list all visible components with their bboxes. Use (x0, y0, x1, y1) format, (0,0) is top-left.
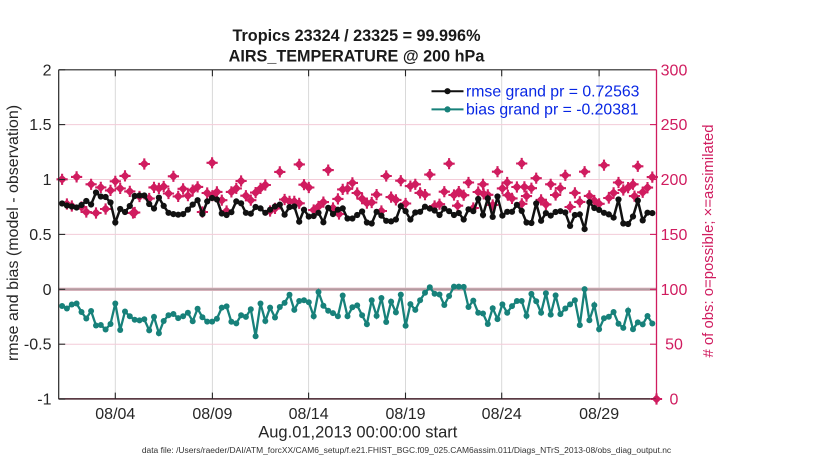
svg-text:-0.5: -0.5 (24, 337, 52, 354)
svg-text:200: 200 (661, 172, 688, 189)
svg-text:0: 0 (43, 282, 52, 299)
svg-text:1.5: 1.5 (29, 117, 51, 134)
svg-text:AIRS_TEMPERATURE @ 200 hPa: AIRS_TEMPERATURE @ 200 hPa (229, 48, 486, 66)
svg-text:-1: -1 (37, 392, 51, 409)
svg-text:rmse and bias (model - observa: rmse and bias (model - observation) (5, 105, 22, 361)
svg-text:08/24: 08/24 (482, 406, 522, 423)
svg-text:bias grand pr = -0.20381: bias grand pr = -0.20381 (466, 102, 639, 119)
svg-text:300: 300 (661, 62, 688, 79)
svg-text:250: 250 (661, 117, 688, 134)
svg-text:data file: /Users/raeder/DAI/A: data file: /Users/raeder/DAI/ATM_forcXX/… (142, 445, 671, 455)
svg-text:08/14: 08/14 (289, 406, 329, 423)
svg-text:1: 1 (43, 172, 52, 189)
svg-text:2: 2 (43, 62, 52, 79)
svg-text:100: 100 (661, 282, 688, 299)
svg-text:0: 0 (670, 392, 679, 409)
svg-text:08/09: 08/09 (192, 406, 232, 423)
svg-text:150: 150 (661, 227, 688, 244)
svg-text:08/19: 08/19 (385, 406, 425, 423)
svg-text:08/04: 08/04 (95, 406, 135, 423)
svg-text:rmse grand pr = 0.72563: rmse grand pr = 0.72563 (466, 83, 640, 100)
svg-text:50: 50 (665, 337, 683, 354)
svg-text:08/29: 08/29 (579, 406, 619, 423)
svg-text:0.5: 0.5 (29, 227, 51, 244)
svg-text:Tropics 23324 / 23325 = 99.996: Tropics 23324 / 23325 = 99.996% (233, 27, 481, 45)
svg-text:Aug.01,2013 00:00:00 start: Aug.01,2013 00:00:00 start (258, 424, 457, 442)
svg-text:# of obs: o=possible; ×=assimi: # of obs: o=possible; ×=assimilated (701, 124, 717, 357)
